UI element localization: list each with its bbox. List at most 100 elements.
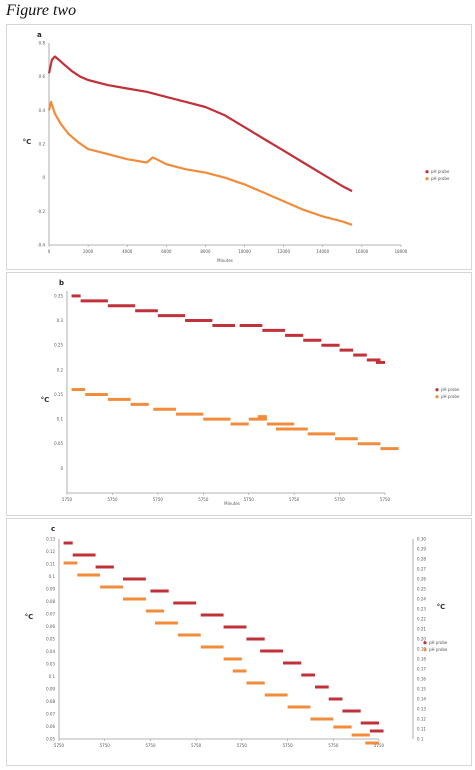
y-axis-label: °C [25, 613, 34, 621]
x-tick-label: 10000 [238, 249, 251, 254]
y-tick-label: 0.3 [57, 318, 64, 323]
y-tick-label: 0.13 [46, 537, 55, 542]
series-line-2 [47, 100, 353, 226]
y-tick-label: 0.05 [54, 441, 63, 446]
x-tick-label: 5750 [100, 743, 111, 748]
y-tick-label: 0.2 [57, 367, 64, 372]
legend-label: pH probe [431, 176, 450, 181]
x-tick-label: 14000 [316, 249, 329, 254]
y-tick-label: 0.4 [39, 108, 46, 113]
y-tick-label: 0.1 [49, 674, 56, 679]
y-tick-label: 0.08 [46, 599, 55, 604]
x-tick-label: 5750 [237, 743, 248, 748]
y2-tick-label: 0.30 [417, 537, 426, 542]
panel-c: c 5750 5750 5750 5750 5750 5750 5750 5750 0.05 0.0… [6, 518, 472, 766]
x-tick-label: 5750 [328, 743, 339, 748]
y-axis-label: °C [23, 138, 32, 146]
chart-b: b 5750 5750 5750 5750 5750 5750 5750 5750 0 0.05 0.… [41, 279, 460, 506]
y-tick-label: -0.4 [37, 243, 45, 248]
x-tick-label: 5750 [289, 497, 300, 502]
x-tick-label: 5750 [282, 743, 293, 748]
legend-marker [425, 170, 429, 174]
y-tick-label: 0.11 [46, 562, 55, 567]
panel-b: b 5750 5750 5750 5750 5750 5750 5750 5750 0 0.05 0.… [6, 272, 472, 516]
y-tick-label: -0.2 [37, 209, 45, 214]
y2-tick-label: 0.13 [417, 707, 426, 712]
y-tick-label: 0.05 [46, 637, 55, 642]
legend-marker [435, 388, 439, 392]
panel-letter: c [51, 525, 55, 533]
x-tick-label: 5750 [107, 497, 118, 502]
legend-marker [425, 177, 429, 181]
y-tick-label: 0.04 [46, 649, 55, 654]
y2-tick-label: 0.26 [417, 577, 426, 582]
panel-letter: b [59, 279, 64, 287]
legend-label: pH probe [429, 647, 448, 652]
x-tick-label: 5750 [62, 497, 73, 502]
y-tick-label: 0.09 [46, 587, 55, 592]
y-axis-label: °C [41, 396, 50, 404]
x-tick-label: 5750 [54, 743, 65, 748]
y2-tick-label: 0.27 [417, 567, 426, 572]
y-tick-label: 0.06 [46, 624, 55, 629]
y2-tick-label: 0.18 [417, 657, 426, 662]
y-tick-label: 0.07 [46, 612, 55, 617]
legend-marker [423, 648, 427, 652]
x-tick-label: 8000 [200, 249, 211, 254]
x-tick-label: 0 [48, 249, 51, 254]
x-tick-label: 4000 [122, 249, 133, 254]
y-tick-label: 0.09 [46, 687, 55, 692]
y-tick-label: 0.15 [54, 392, 63, 397]
y-tick-label: 0.1 [49, 574, 56, 579]
y2-tick-label: 0.23 [417, 607, 426, 612]
y2-tick-label: 0.16 [417, 677, 426, 682]
x-tick-label: 5750 [145, 743, 156, 748]
x-tick-label: 6000 [161, 249, 172, 254]
panel-letter: a [37, 31, 42, 39]
y-tick-label: 0.35 [54, 293, 63, 298]
series-line-1 [47, 55, 353, 193]
x-tick-label: 2000 [83, 249, 94, 254]
y-tick-label: 0.06 [46, 724, 55, 729]
y-tick-label: 0 [42, 175, 45, 180]
x-tick-label: 18000 [395, 249, 408, 254]
legend-label: pH probe [429, 640, 448, 645]
x-tick-label: 5750 [374, 743, 385, 748]
y-tick-label: 0.03 [46, 662, 55, 667]
y2-tick-label: 0.14 [417, 697, 426, 702]
y2-tick-label: 0.19 [417, 647, 426, 652]
y-tick-label: 0.07 [46, 712, 55, 717]
x-axis-label: Minutes [217, 258, 233, 263]
y-tick-label: 0.8 [39, 41, 46, 46]
y2-tick-label: 0.20 [417, 637, 426, 642]
y-tick-label: 0.08 [46, 699, 55, 704]
x-tick-label: 5750 [153, 497, 164, 502]
x-tick-label: 5750 [191, 743, 202, 748]
y2-tick-label: 0.17 [417, 667, 426, 672]
y2-tick-label: 0.24 [417, 597, 426, 602]
chart-c: c 5750 5750 5750 5750 5750 5750 5750 5750 0.05 0.0… [25, 525, 448, 748]
y2-tick-label: 0.29 [417, 547, 426, 552]
y2-tick-label: 0.21 [417, 627, 426, 632]
y2-tick-label: 0.28 [417, 557, 426, 562]
x-tick-label: 12000 [277, 249, 290, 254]
panel-a: a -0.4 -0.2 0 0.2 0.4 0.6 0.8 0 2000 4000 6000 8000 1… [6, 24, 472, 270]
x-tick-label: 16000 [356, 249, 369, 254]
chart-a: a -0.4 -0.2 0 0.2 0.4 0.6 0.8 0 2000 4000 6000 8000 1… [23, 31, 450, 263]
x-tick-label: 5750 [198, 497, 209, 502]
y2-tick-label: 0.12 [417, 717, 426, 722]
y2-tick-label: 0.25 [417, 587, 426, 592]
legend-marker [435, 395, 439, 399]
y-tick-label: 0.2 [39, 142, 46, 147]
x-tick-label: 5750 [244, 497, 255, 502]
x-tick-label: 5750 [380, 497, 391, 502]
y2-axis-label: °C [437, 603, 446, 611]
legend-label: pH probe [431, 169, 450, 174]
legend-marker [423, 641, 427, 645]
y-tick-label: 0 [60, 466, 63, 471]
y-tick-label: 0.1 [57, 417, 64, 422]
y2-tick-label: 0.15 [417, 687, 426, 692]
legend-label: pH probe [441, 387, 460, 392]
figure-title: Figure two [6, 2, 77, 19]
x-axis-label: Minutes [224, 501, 240, 506]
